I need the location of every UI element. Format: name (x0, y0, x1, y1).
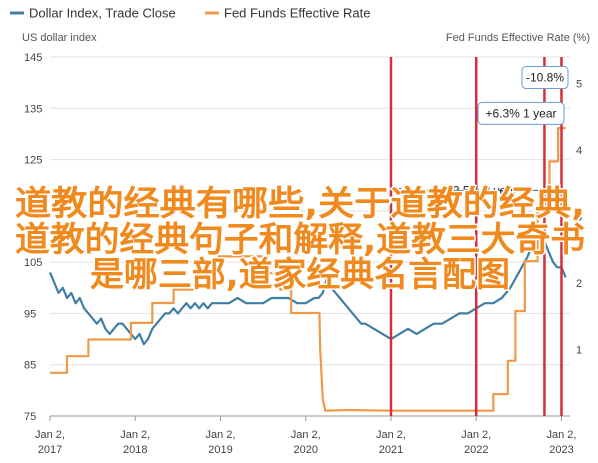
callout-label: -10.8% (526, 71, 564, 85)
callout-dot (397, 187, 403, 193)
right-axis-title: Fed Funds Effective Rate (%) (446, 32, 590, 44)
series-lines (48, 127, 567, 412)
x-tick-year: 2021 (379, 444, 403, 456)
left-tick-label: 125 (24, 155, 42, 167)
left-axis-title: US dollar index (22, 32, 97, 44)
left-tick-label: 85 (24, 360, 36, 372)
left-tick-label: 75 (24, 411, 36, 423)
callout-label: +6.3% 1 year (485, 106, 556, 120)
x-tick-year: 2020 (293, 444, 317, 456)
left-tick-label: 95 (24, 308, 36, 320)
x-tick-year: 2022 (464, 444, 488, 456)
right-tick-label: 1 (576, 345, 582, 357)
x-tick-year: 2023 (549, 444, 573, 456)
x-tick-year: 2017 (38, 444, 62, 456)
x-tick-label: Jan 2, (376, 429, 406, 441)
annotations: -10.8% +6.3% 1 year +12.5% 2 year (397, 66, 569, 197)
right-tick-label: 5 (576, 79, 582, 91)
x-tick-label: Jan 2, (546, 429, 576, 441)
fed-funds-line (50, 127, 566, 412)
x-axis-ticks: Jan 2, 2017 Jan 2, 2018 Jan 2, 2019 Jan 2, 2020… (35, 416, 576, 456)
left-axis-ticks: 75 85 95 105 115 125 135 145 (24, 52, 42, 423)
dollar-index-line (48, 225, 567, 346)
x-tick-label: Jan 2, (206, 429, 236, 441)
legend-label: Dollar Index, Trade Close (29, 6, 176, 21)
overlay-line: 是哪三部,道家经典名言配图 (90, 255, 510, 295)
x-tick-label: Jan 2, (35, 429, 65, 441)
overlay-caption: 道教的经典有哪些,关于道教的经典,道教的经典句子和解释,道教三大奇书是哪三部,道… (14, 183, 587, 297)
callout-box (521, 66, 569, 90)
x-tick-year: 2019 (208, 444, 232, 456)
x-tick-label: Jan 2, (120, 429, 150, 441)
left-tick-label: 115 (24, 206, 42, 218)
left-tick-label: 145 (24, 52, 42, 64)
right-tick-label: 3 (576, 212, 582, 224)
callout-box (477, 101, 565, 125)
legend-label: Fed Funds Effective Rate (224, 6, 370, 21)
right-axis-ticks: 1 2 3 4 5 (576, 79, 582, 357)
legend: Dollar Index, Trade Close Fed Funds Effec… (10, 6, 370, 21)
x-tick-label: Jan 2, (461, 429, 491, 441)
callout-dot (553, 187, 559, 193)
callout-label: +12.5% 2 year (439, 183, 517, 197)
x-tick-label: Jan 2, (291, 429, 321, 441)
right-tick-label: 2 (576, 278, 582, 290)
left-tick-label: 105 (24, 257, 42, 269)
right-tick-label: 4 (576, 145, 582, 157)
x-tick-year: 2018 (123, 444, 147, 456)
left-tick-label: 135 (24, 103, 42, 115)
overlay-line: 道教的经典句子和解释,道教三大奇书 (15, 220, 585, 260)
overlay-line: 道教的经典有哪些,关于道教的经典, (15, 184, 585, 224)
